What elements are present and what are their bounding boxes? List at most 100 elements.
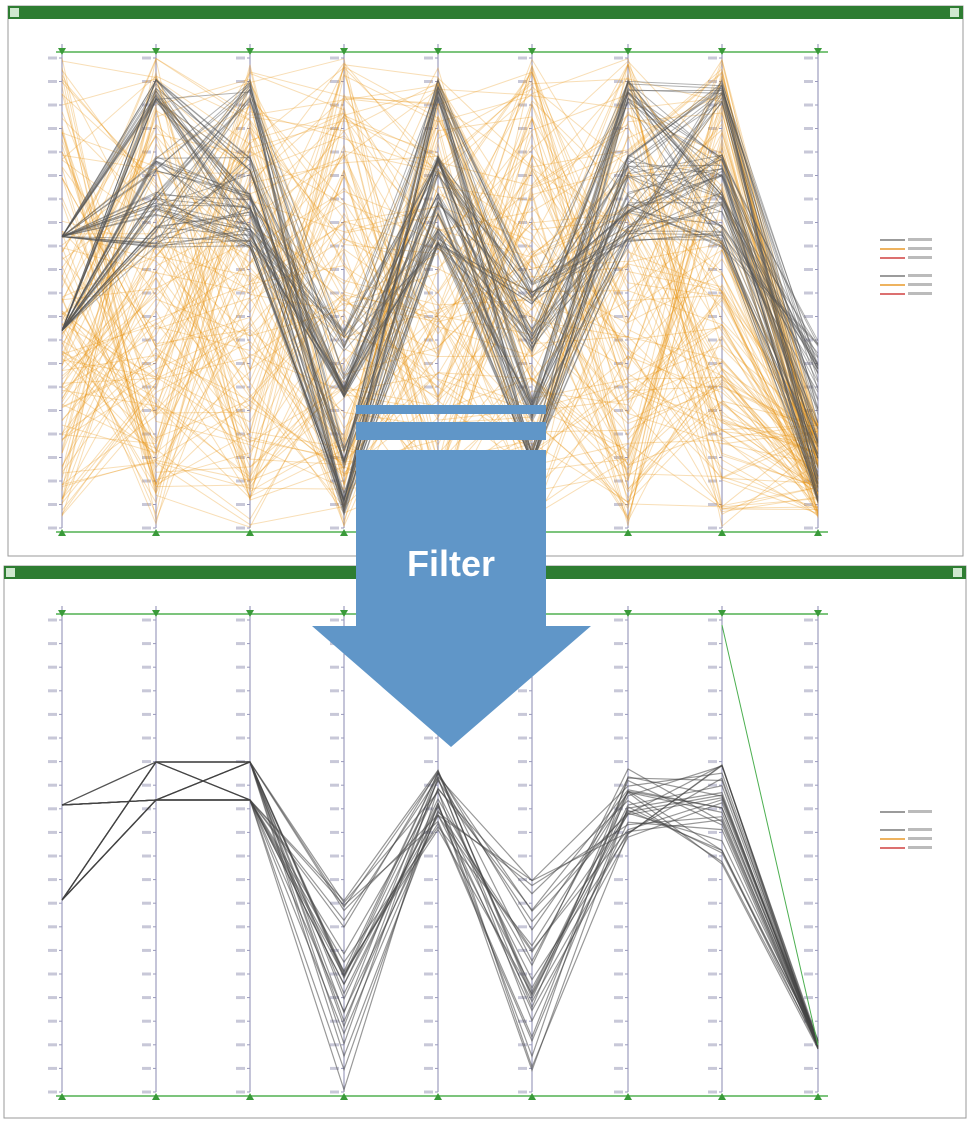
top-title-bar xyxy=(8,6,963,19)
tick-text xyxy=(804,221,813,224)
tick-text xyxy=(48,315,57,318)
tick-text xyxy=(142,996,151,1000)
record-line xyxy=(61,81,819,463)
record-line xyxy=(61,80,819,491)
tick-text xyxy=(614,150,623,154)
tick-text xyxy=(48,925,57,929)
tick-text xyxy=(236,268,245,271)
legend xyxy=(880,810,932,849)
tick-text xyxy=(518,689,527,693)
tick-text xyxy=(614,665,623,669)
window-button[interactable] xyxy=(953,568,962,577)
record-line xyxy=(61,231,819,514)
tick-text xyxy=(142,56,151,60)
tick-text xyxy=(236,456,245,459)
record-line xyxy=(61,120,819,504)
tick-text xyxy=(142,948,151,952)
record-line xyxy=(61,84,819,492)
tick-text xyxy=(48,221,57,224)
tick-text xyxy=(804,783,813,787)
tick-text xyxy=(330,385,339,389)
record-line xyxy=(61,166,819,517)
filter-handle xyxy=(246,48,254,55)
record-line xyxy=(61,88,819,511)
tick-text xyxy=(236,432,245,436)
tick-text xyxy=(236,315,245,318)
record-line xyxy=(61,103,819,512)
tick-text xyxy=(142,103,151,107)
tick-text xyxy=(330,127,339,130)
tick-text xyxy=(48,174,57,177)
record-line xyxy=(61,121,819,509)
tick-text xyxy=(48,1090,57,1094)
tick-text xyxy=(142,526,151,530)
record-line xyxy=(61,247,819,472)
record-line xyxy=(61,90,819,465)
record-line xyxy=(61,72,819,468)
record-line xyxy=(61,89,819,520)
tick-text xyxy=(330,854,339,858)
tick-text xyxy=(804,526,813,530)
record-line xyxy=(61,221,819,493)
tick-text xyxy=(330,244,339,248)
tick-text xyxy=(48,338,57,342)
tick-text xyxy=(236,736,245,740)
legend-text xyxy=(908,810,932,813)
tick-text xyxy=(236,618,245,622)
record-line xyxy=(61,74,819,514)
record-line xyxy=(61,168,819,503)
record-line xyxy=(61,95,819,480)
tick-text xyxy=(48,996,57,1000)
record-line xyxy=(61,791,819,1050)
record-line xyxy=(61,63,819,507)
record-line xyxy=(61,173,819,526)
record-line xyxy=(61,84,819,346)
record-line xyxy=(61,160,819,423)
filter-handle xyxy=(246,610,254,617)
tick-text xyxy=(424,854,433,858)
tick-text xyxy=(48,291,57,295)
tick-text xyxy=(518,901,527,905)
tick-text xyxy=(48,103,57,107)
tick-text xyxy=(518,948,527,952)
tick-text xyxy=(804,456,813,459)
tick-text xyxy=(330,432,339,436)
filter-handle xyxy=(58,48,66,55)
tick-text xyxy=(804,807,813,811)
record-line xyxy=(61,79,819,515)
arrow-bar xyxy=(356,405,546,414)
tick-text xyxy=(236,479,245,483)
tick-text xyxy=(518,174,527,177)
tick-text xyxy=(236,830,245,834)
tick-text xyxy=(804,760,813,764)
tick-text xyxy=(518,362,527,365)
legend-text xyxy=(908,828,932,831)
tick-text xyxy=(48,244,57,248)
tick-text xyxy=(236,526,245,530)
tick-text xyxy=(142,174,151,177)
window-button[interactable] xyxy=(950,8,959,17)
tick-text xyxy=(48,689,57,693)
tick-text xyxy=(48,1043,57,1047)
selection-line xyxy=(721,624,819,1046)
tick-text xyxy=(236,689,245,693)
tick-text xyxy=(518,150,527,154)
tick-text xyxy=(236,807,245,811)
tick-text xyxy=(708,127,717,130)
filter-handle xyxy=(340,610,348,617)
tick-text xyxy=(804,830,813,834)
record-line xyxy=(61,57,819,459)
tick-text xyxy=(518,315,527,318)
record-line xyxy=(61,80,819,455)
tick-text xyxy=(330,760,339,764)
record-line xyxy=(61,169,819,481)
tick-text xyxy=(48,432,57,436)
record-line xyxy=(61,81,819,483)
record-line xyxy=(61,239,819,513)
legend-text xyxy=(908,238,932,241)
record-line xyxy=(61,170,819,502)
tick-text xyxy=(614,1043,623,1047)
tick-text xyxy=(708,479,717,483)
tick-text xyxy=(142,618,151,622)
tick-text xyxy=(48,268,57,271)
